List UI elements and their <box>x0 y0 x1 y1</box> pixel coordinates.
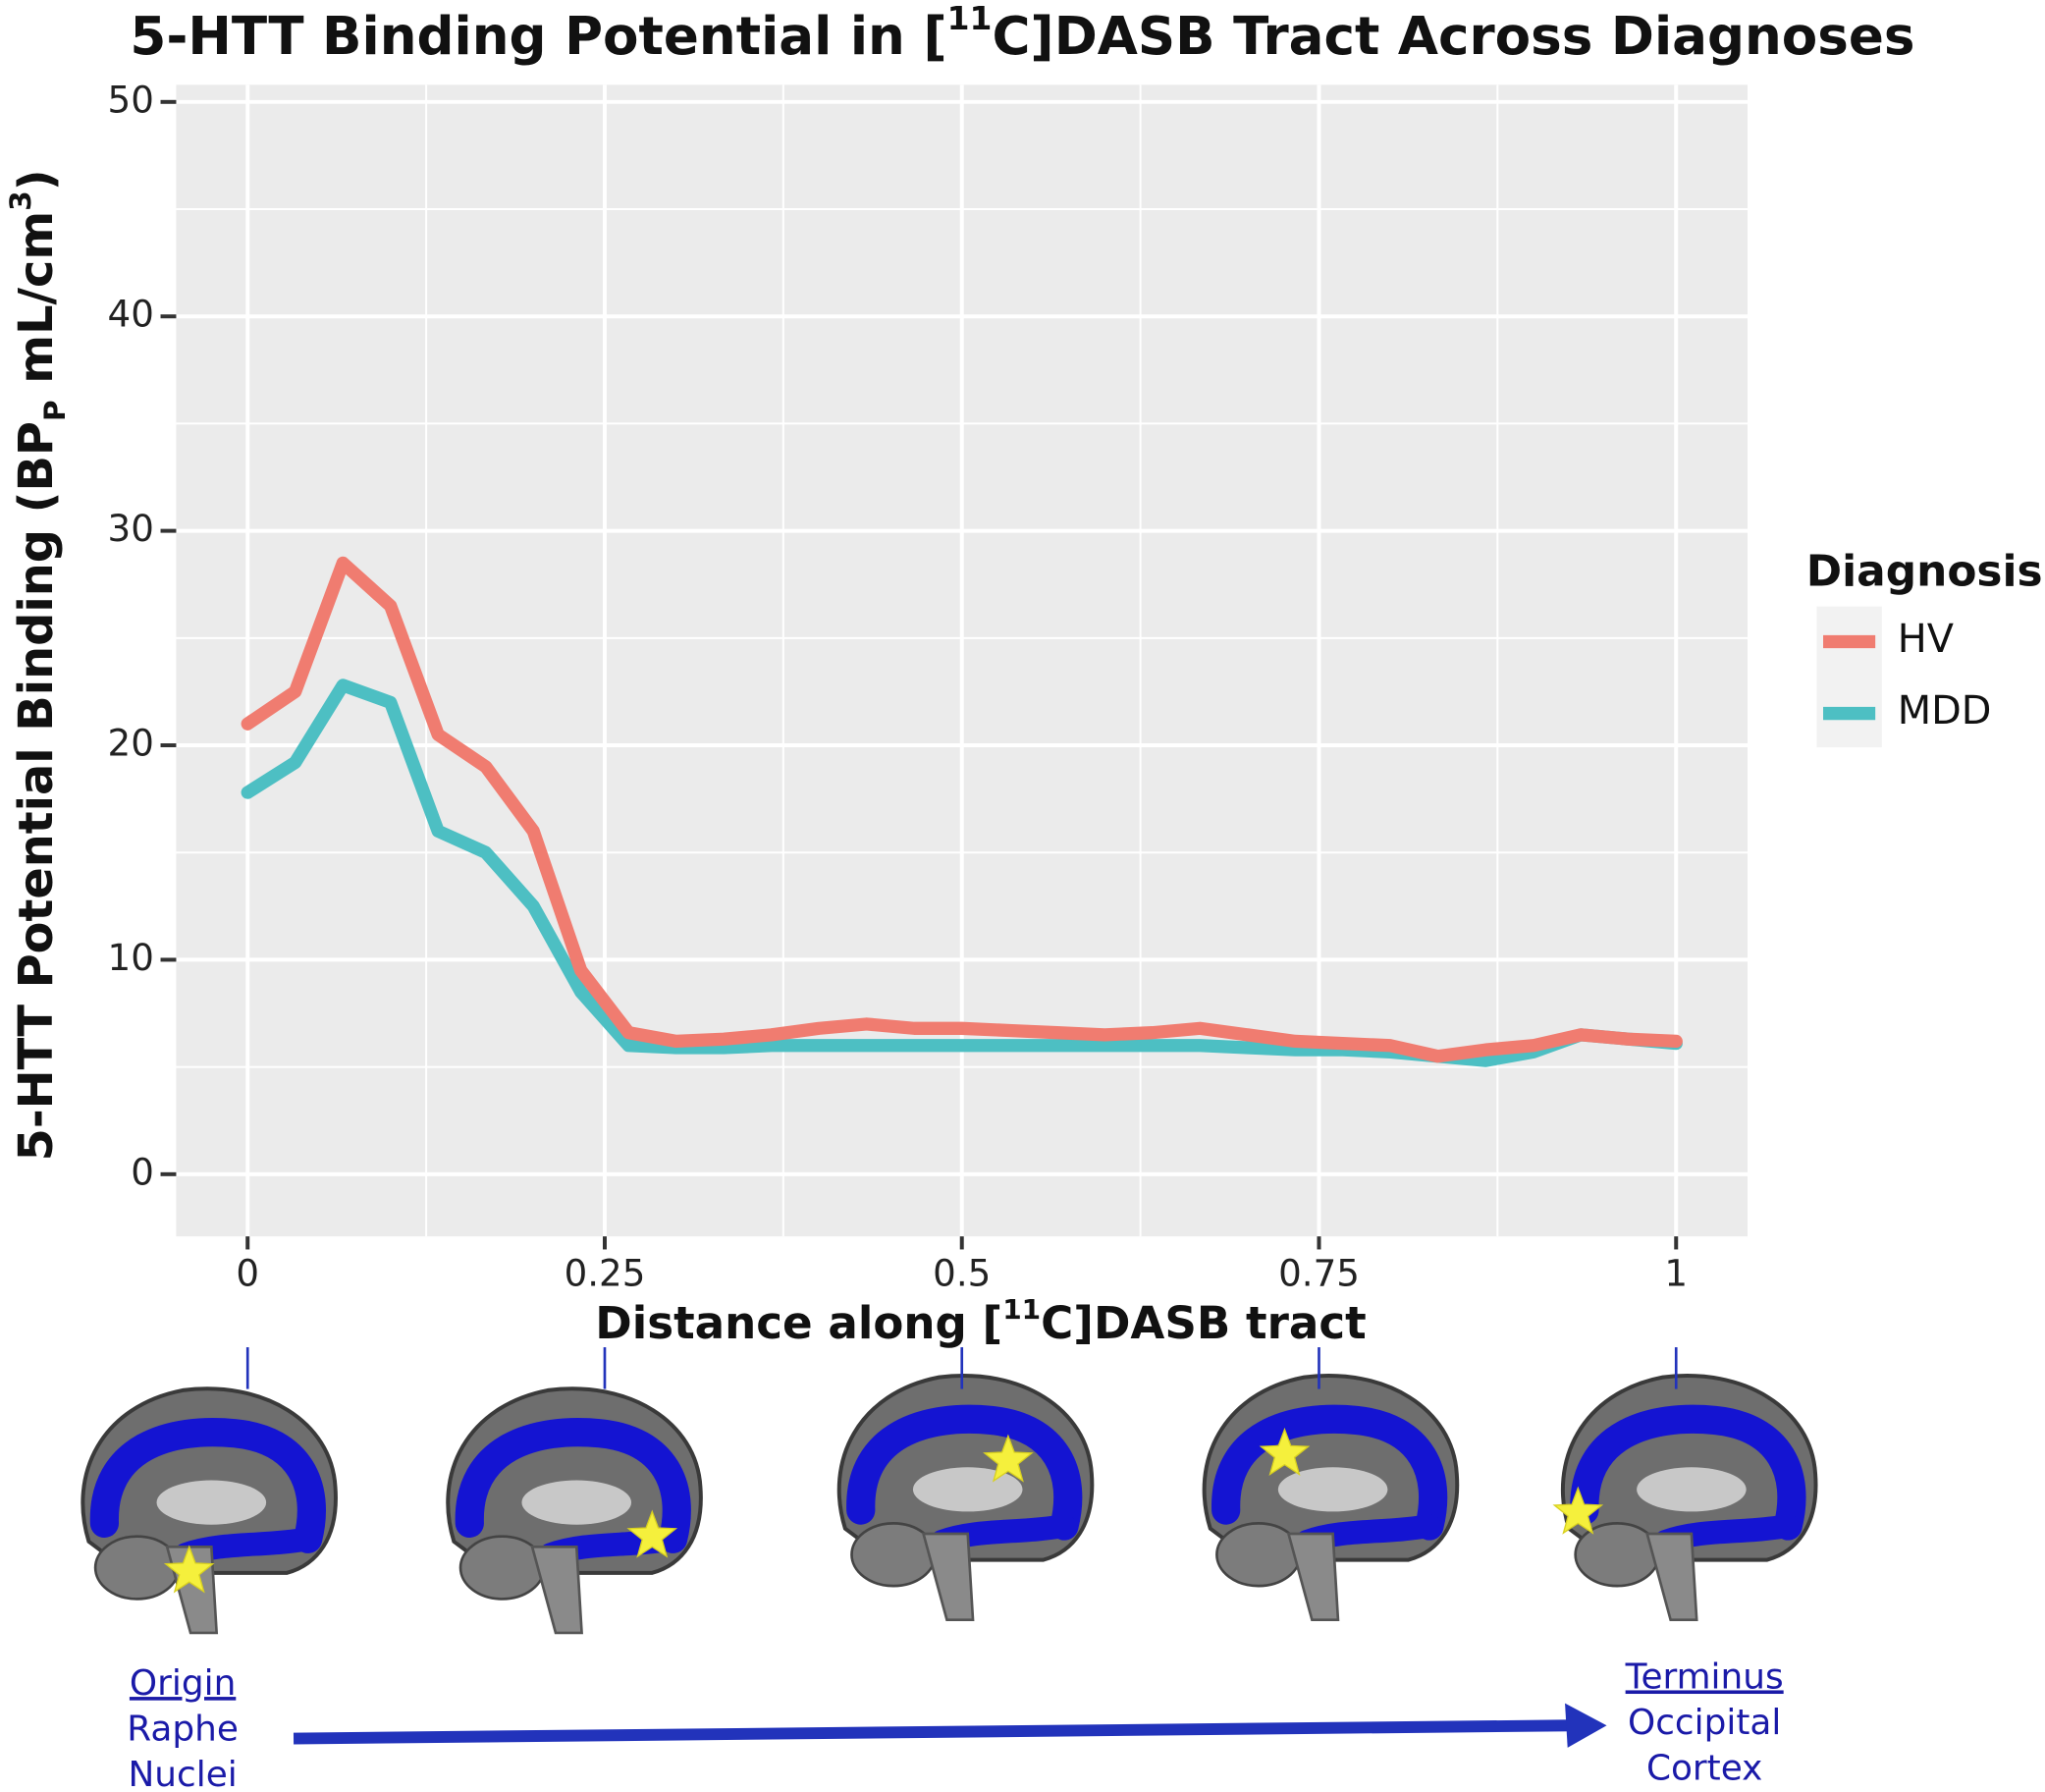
ventricle <box>1637 1467 1747 1512</box>
arrow-head <box>1565 1703 1607 1748</box>
legend-title: Diagnosis <box>1806 546 2043 596</box>
y-tick-label: 10 <box>108 936 154 979</box>
brainstem <box>530 1545 583 1635</box>
label-part: 5-HTT Potential Binding (BP <box>10 421 64 1161</box>
brainstem <box>921 1532 975 1622</box>
label-part: C]DASB tract <box>1041 1297 1367 1349</box>
label-sub: P <box>37 400 72 421</box>
y-tick-label: 0 <box>131 1150 154 1193</box>
brainstem <box>1286 1532 1340 1622</box>
legend-key-box <box>1816 606 1882 748</box>
tract <box>1570 1404 1806 1541</box>
series-line <box>241 556 1683 1063</box>
y-tick-label: 20 <box>108 722 154 765</box>
x-tick-label: 0.25 <box>565 1252 646 1295</box>
brain-illustrations <box>81 1374 1818 1635</box>
terminus-label: Terminus Occipital Cortex <box>1625 1656 1784 1788</box>
origin-text: Nuclei <box>128 1755 237 1792</box>
brain <box>836 1374 1095 1622</box>
origin-text: Raphe <box>127 1710 239 1750</box>
label-sup: 11 <box>1002 1292 1041 1325</box>
origin-label: Origin Raphe Nuclei <box>127 1663 239 1792</box>
x-tick-label: 0 <box>236 1252 259 1295</box>
tract <box>846 1404 1083 1541</box>
title-sup: 11 <box>947 0 993 37</box>
label-part: mL/cm <box>10 211 64 401</box>
terminus-text: Occipital <box>1628 1703 1781 1743</box>
tract <box>455 1418 691 1553</box>
legend: HV MDD <box>1823 617 1991 733</box>
tract <box>1211 1404 1448 1541</box>
tract <box>89 1418 326 1553</box>
star <box>163 1545 215 1594</box>
brain <box>1202 1374 1460 1622</box>
y-axis-label: 5-HTT Potential Binding (BPP mL/cm3) <box>3 169 72 1161</box>
brainstem <box>1644 1532 1698 1622</box>
legend-label: MDD <box>1898 688 1992 733</box>
title-part: C]DASB Tract Across Diagnoses <box>992 5 1914 66</box>
brain <box>1560 1374 1818 1622</box>
x-tick-label: 0.75 <box>1278 1252 1360 1295</box>
label-part: ) <box>10 169 64 190</box>
brain <box>81 1386 338 1635</box>
chart-title: 5-HTT Binding Potential in [11C]DASB Tra… <box>130 0 1914 66</box>
star <box>626 1509 678 1558</box>
y-tick-label: 30 <box>108 507 154 550</box>
terminus-heading: Terminus <box>1625 1656 1784 1697</box>
label-part: Distance along [ <box>595 1297 1002 1349</box>
legend-label: HV <box>1898 617 1954 662</box>
terminus-text: Cortex <box>1646 1748 1762 1788</box>
ventricle <box>1277 1467 1388 1512</box>
y-tick-label: 50 <box>108 78 154 121</box>
origin-heading: Origin <box>130 1663 236 1704</box>
x-tick-label: 0.5 <box>933 1252 991 1295</box>
x-axis-label: Distance along [11C]DASB tract <box>595 1292 1366 1349</box>
ventricle <box>912 1467 1023 1512</box>
lines <box>241 556 1683 1067</box>
direction-arrow <box>293 1719 1572 1745</box>
star <box>1552 1486 1604 1535</box>
ventricle <box>521 1480 632 1525</box>
y-tick-label: 40 <box>108 293 154 336</box>
x-tick-label: 1 <box>1664 1252 1688 1295</box>
title-part: 5-HTT Binding Potential in [ <box>130 5 946 66</box>
ventricle <box>156 1480 267 1525</box>
brain <box>446 1386 703 1635</box>
star <box>1259 1427 1311 1476</box>
star <box>983 1434 1034 1483</box>
label-sup: 3 <box>3 190 37 211</box>
